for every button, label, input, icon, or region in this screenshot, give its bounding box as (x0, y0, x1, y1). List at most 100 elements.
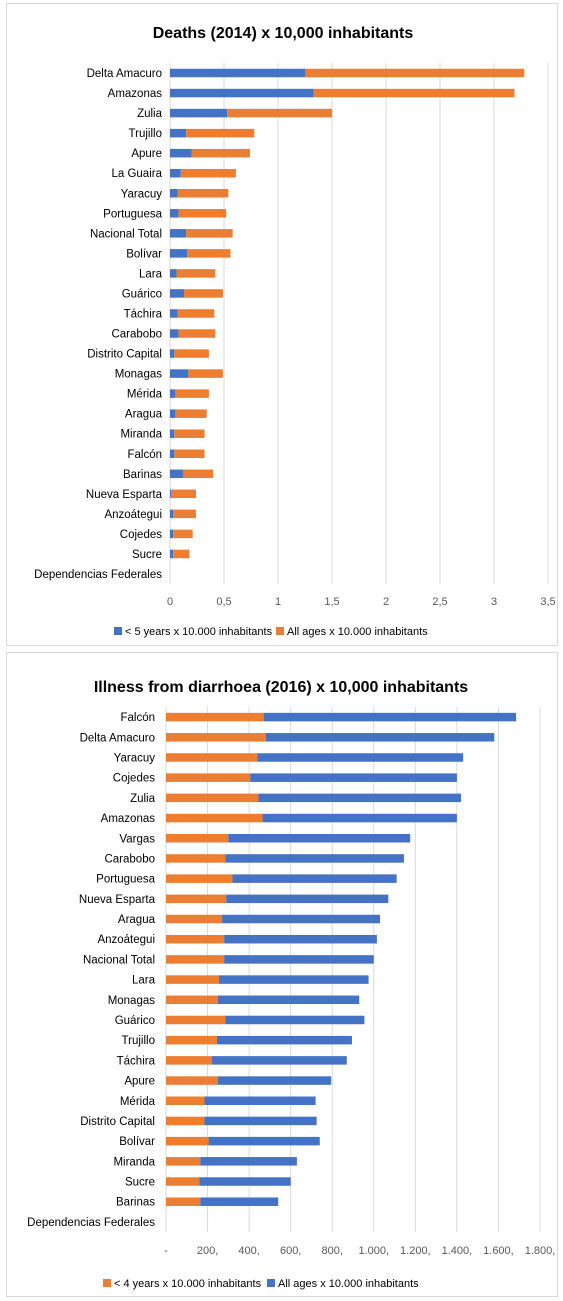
bar-4-years-x-10-000-inhabitants-falcon (166, 712, 264, 722)
bar-all-ages-x-10-000-inhabitants-anzoategui (173, 509, 196, 519)
category-label: Aragua (118, 914, 156, 926)
bar-all-ages-x-10-000-inhabitants-aragua (175, 409, 207, 418)
legend-swatch (267, 1279, 275, 1287)
bar-all-ages-x-10-000-inhabitants-bolivar (208, 1136, 320, 1146)
bar-all-ages-x-10-000-inhabitants-trujillo (216, 1035, 352, 1045)
bar-5-years-x-10-000-inhabitants-amazonas (170, 88, 314, 98)
bar-4-years-x-10-000-inhabitants-guarico (166, 1015, 226, 1025)
bar-all-ages-x-10-000-inhabitants-aragua (222, 914, 381, 924)
bar-all-ages-x-10-000-inhabitants-miranda (200, 1157, 297, 1166)
bar-all-ages-x-10-000-inhabitants-yaracuy (177, 189, 229, 198)
bar-5-years-x-10-000-inhabitants-la-guaira (170, 168, 181, 178)
bar-5-years-x-10-000-inhabitants-nacional-total (170, 229, 187, 238)
bar-4-years-x-10-000-inhabitants-sucre (166, 1177, 200, 1186)
category-label: Dependencias Federales (27, 1217, 155, 1229)
x-tick-label: 600, (280, 1245, 301, 1257)
bar-4-years-x-10-000-inhabitants-portuguesa (166, 874, 233, 883)
bar-all-ages-x-10-000-inhabitants-nueva-esparta (171, 489, 196, 499)
category-label: Lara (132, 975, 156, 987)
bar-4-years-x-10-000-inhabitants-anzoategui (166, 934, 225, 944)
bar-all-ages-x-10-000-inhabitants-monagas (217, 995, 360, 1005)
bar-5-years-x-10-000-inhabitants-cojedes (170, 529, 174, 539)
bar-all-ages-x-10-000-inhabitants-merida (175, 389, 209, 398)
bar-4-years-x-10-000-inhabitants-miranda (166, 1157, 201, 1166)
bar-all-ages-x-10-000-inhabitants-sucre (173, 549, 190, 559)
category-label: Táchira (117, 1055, 156, 1067)
chart-deaths-panel: Deaths (2014) x 10,000 inhabitants 0 0,5 1 1… (6, 3, 558, 646)
bar-all-ages-x-10-000-inhabitants-nacional-total (224, 955, 374, 964)
category-label: Trujillo (122, 1035, 155, 1047)
bar-all-ages-x-10-000-inhabitants-nueva-esparta (226, 894, 389, 904)
legend-swatch (103, 1279, 111, 1287)
bar-4-years-x-10-000-inhabitants-delta-amacuro (166, 733, 266, 742)
bar-4-years-x-10-000-inhabitants-vargas (166, 834, 229, 843)
bar-5-years-x-10-000-inhabitants-merida (170, 389, 176, 398)
category-label: Nacional Total (90, 228, 162, 240)
bar-4-years-x-10-000-inhabitants-monagas (166, 995, 218, 1005)
bar-5-years-x-10-000-inhabitants-apure (170, 148, 192, 158)
category-label: Apure (124, 1076, 155, 1088)
category-label: Apure (131, 148, 162, 160)
x-tick-label: 400, (238, 1245, 259, 1257)
bar-5-years-x-10-000-inhabitants-lara (170, 269, 177, 278)
bar-all-ages-x-10-000-inhabitants-nacional-total (186, 229, 233, 238)
legend-swatch (276, 627, 284, 635)
bar-all-ages-x-10-000-inhabitants-guarico (225, 1015, 365, 1025)
bar-4-years-x-10-000-inhabitants-nueva-esparta (166, 894, 227, 904)
bar-all-ages-x-10-000-inhabitants-yaracuy (257, 753, 464, 762)
bar-all-ages-x-10-000-inhabitants-distrito-capital (204, 1116, 317, 1126)
category-label: Cojedes (120, 529, 162, 541)
bar-5-years-x-10-000-inhabitants-aragua (170, 409, 176, 418)
x-tick-label: 1,5 (324, 596, 339, 608)
bar-all-ages-x-10-000-inhabitants-sucre (199, 1177, 291, 1186)
x-tick-label: 200, (197, 1245, 218, 1257)
category-label: Dependencias Federales (34, 569, 162, 581)
bar-4-years-x-10-000-inhabitants-cojedes (166, 773, 251, 782)
category-label: Monagas (108, 995, 156, 1007)
bar-all-ages-x-10-000-inhabitants-portuguesa (232, 874, 397, 883)
x-tick-label: 1.200, (400, 1245, 431, 1257)
bar-all-ages-x-10-000-inhabitants-cojedes (173, 529, 193, 539)
bar-4-years-x-10-000-inhabitants-zulia (166, 793, 259, 803)
bar-all-ages-x-10-000-inhabitants-portuguesa (178, 209, 227, 218)
x-tick-label: 3,5 (540, 596, 555, 608)
category-label: Zulia (130, 793, 156, 805)
x-tick-label: 3 (491, 596, 497, 608)
legend-label: All ages x 10.000 inhabitants (287, 626, 428, 638)
category-label: Miranda (113, 1156, 155, 1168)
bar-4-years-x-10-000-inhabitants-tachira (166, 1056, 212, 1065)
category-label: Guárico (115, 1015, 155, 1027)
bar-all-ages-x-10-000-inhabitants-carabobo (178, 329, 216, 338)
category-label: Cojedes (113, 773, 155, 785)
bar-all-ages-x-10-000-inhabitants-merida (204, 1096, 316, 1105)
category-label: Miranda (120, 429, 162, 441)
bar-all-ages-x-10-000-inhabitants-barinas (200, 1197, 279, 1206)
bar-4-years-x-10-000-inhabitants-apure (166, 1076, 218, 1085)
category-label: Nueva Esparta (79, 894, 156, 906)
bar-all-ages-x-10-000-inhabitants-falcon (263, 712, 517, 722)
x-tick-label: 1.600, (483, 1245, 514, 1257)
category-label: Yaracuy (121, 188, 163, 200)
bar-all-ages-x-10-000-inhabitants-delta-amacuro (265, 733, 495, 742)
bar-5-years-x-10-000-inhabitants-trujillo (170, 128, 187, 138)
bar-all-ages-x-10-000-inhabitants-guarico (184, 289, 223, 298)
chart-diarrhoea-panel: Illness from diarrhoea (2016) x 10,000 i… (6, 652, 558, 1297)
bar-all-ages-x-10-000-inhabitants-lara (176, 269, 216, 278)
bar-5-years-x-10-000-inhabitants-nueva-esparta (170, 489, 172, 499)
category-label: La Guaira (111, 168, 162, 180)
category-label: Trujillo (129, 128, 162, 140)
bar-all-ages-x-10-000-inhabitants-vargas (228, 834, 411, 843)
category-label: Bolívar (119, 1136, 155, 1148)
chart-title: Deaths (2014) x 10,000 inhabitants (153, 25, 414, 42)
bar-all-ages-x-10-000-inhabitants-cojedes (250, 773, 457, 782)
category-label: Lara (139, 268, 163, 280)
bar-5-years-x-10-000-inhabitants-bolivar (170, 249, 188, 258)
x-tick-label: 1 (275, 596, 281, 608)
bar-all-ages-x-10-000-inhabitants-barinas (182, 469, 214, 479)
bar-5-years-x-10-000-inhabitants-zulia (170, 108, 228, 118)
bar-all-ages-x-10-000-inhabitants-miranda (174, 429, 205, 438)
bar-all-ages-x-10-000-inhabitants-bolivar (187, 249, 231, 258)
category-label: Yaracuy (114, 752, 156, 764)
bar-4-years-x-10-000-inhabitants-nacional-total (166, 955, 225, 964)
bar-4-years-x-10-000-inhabitants-yaracuy (166, 753, 258, 762)
